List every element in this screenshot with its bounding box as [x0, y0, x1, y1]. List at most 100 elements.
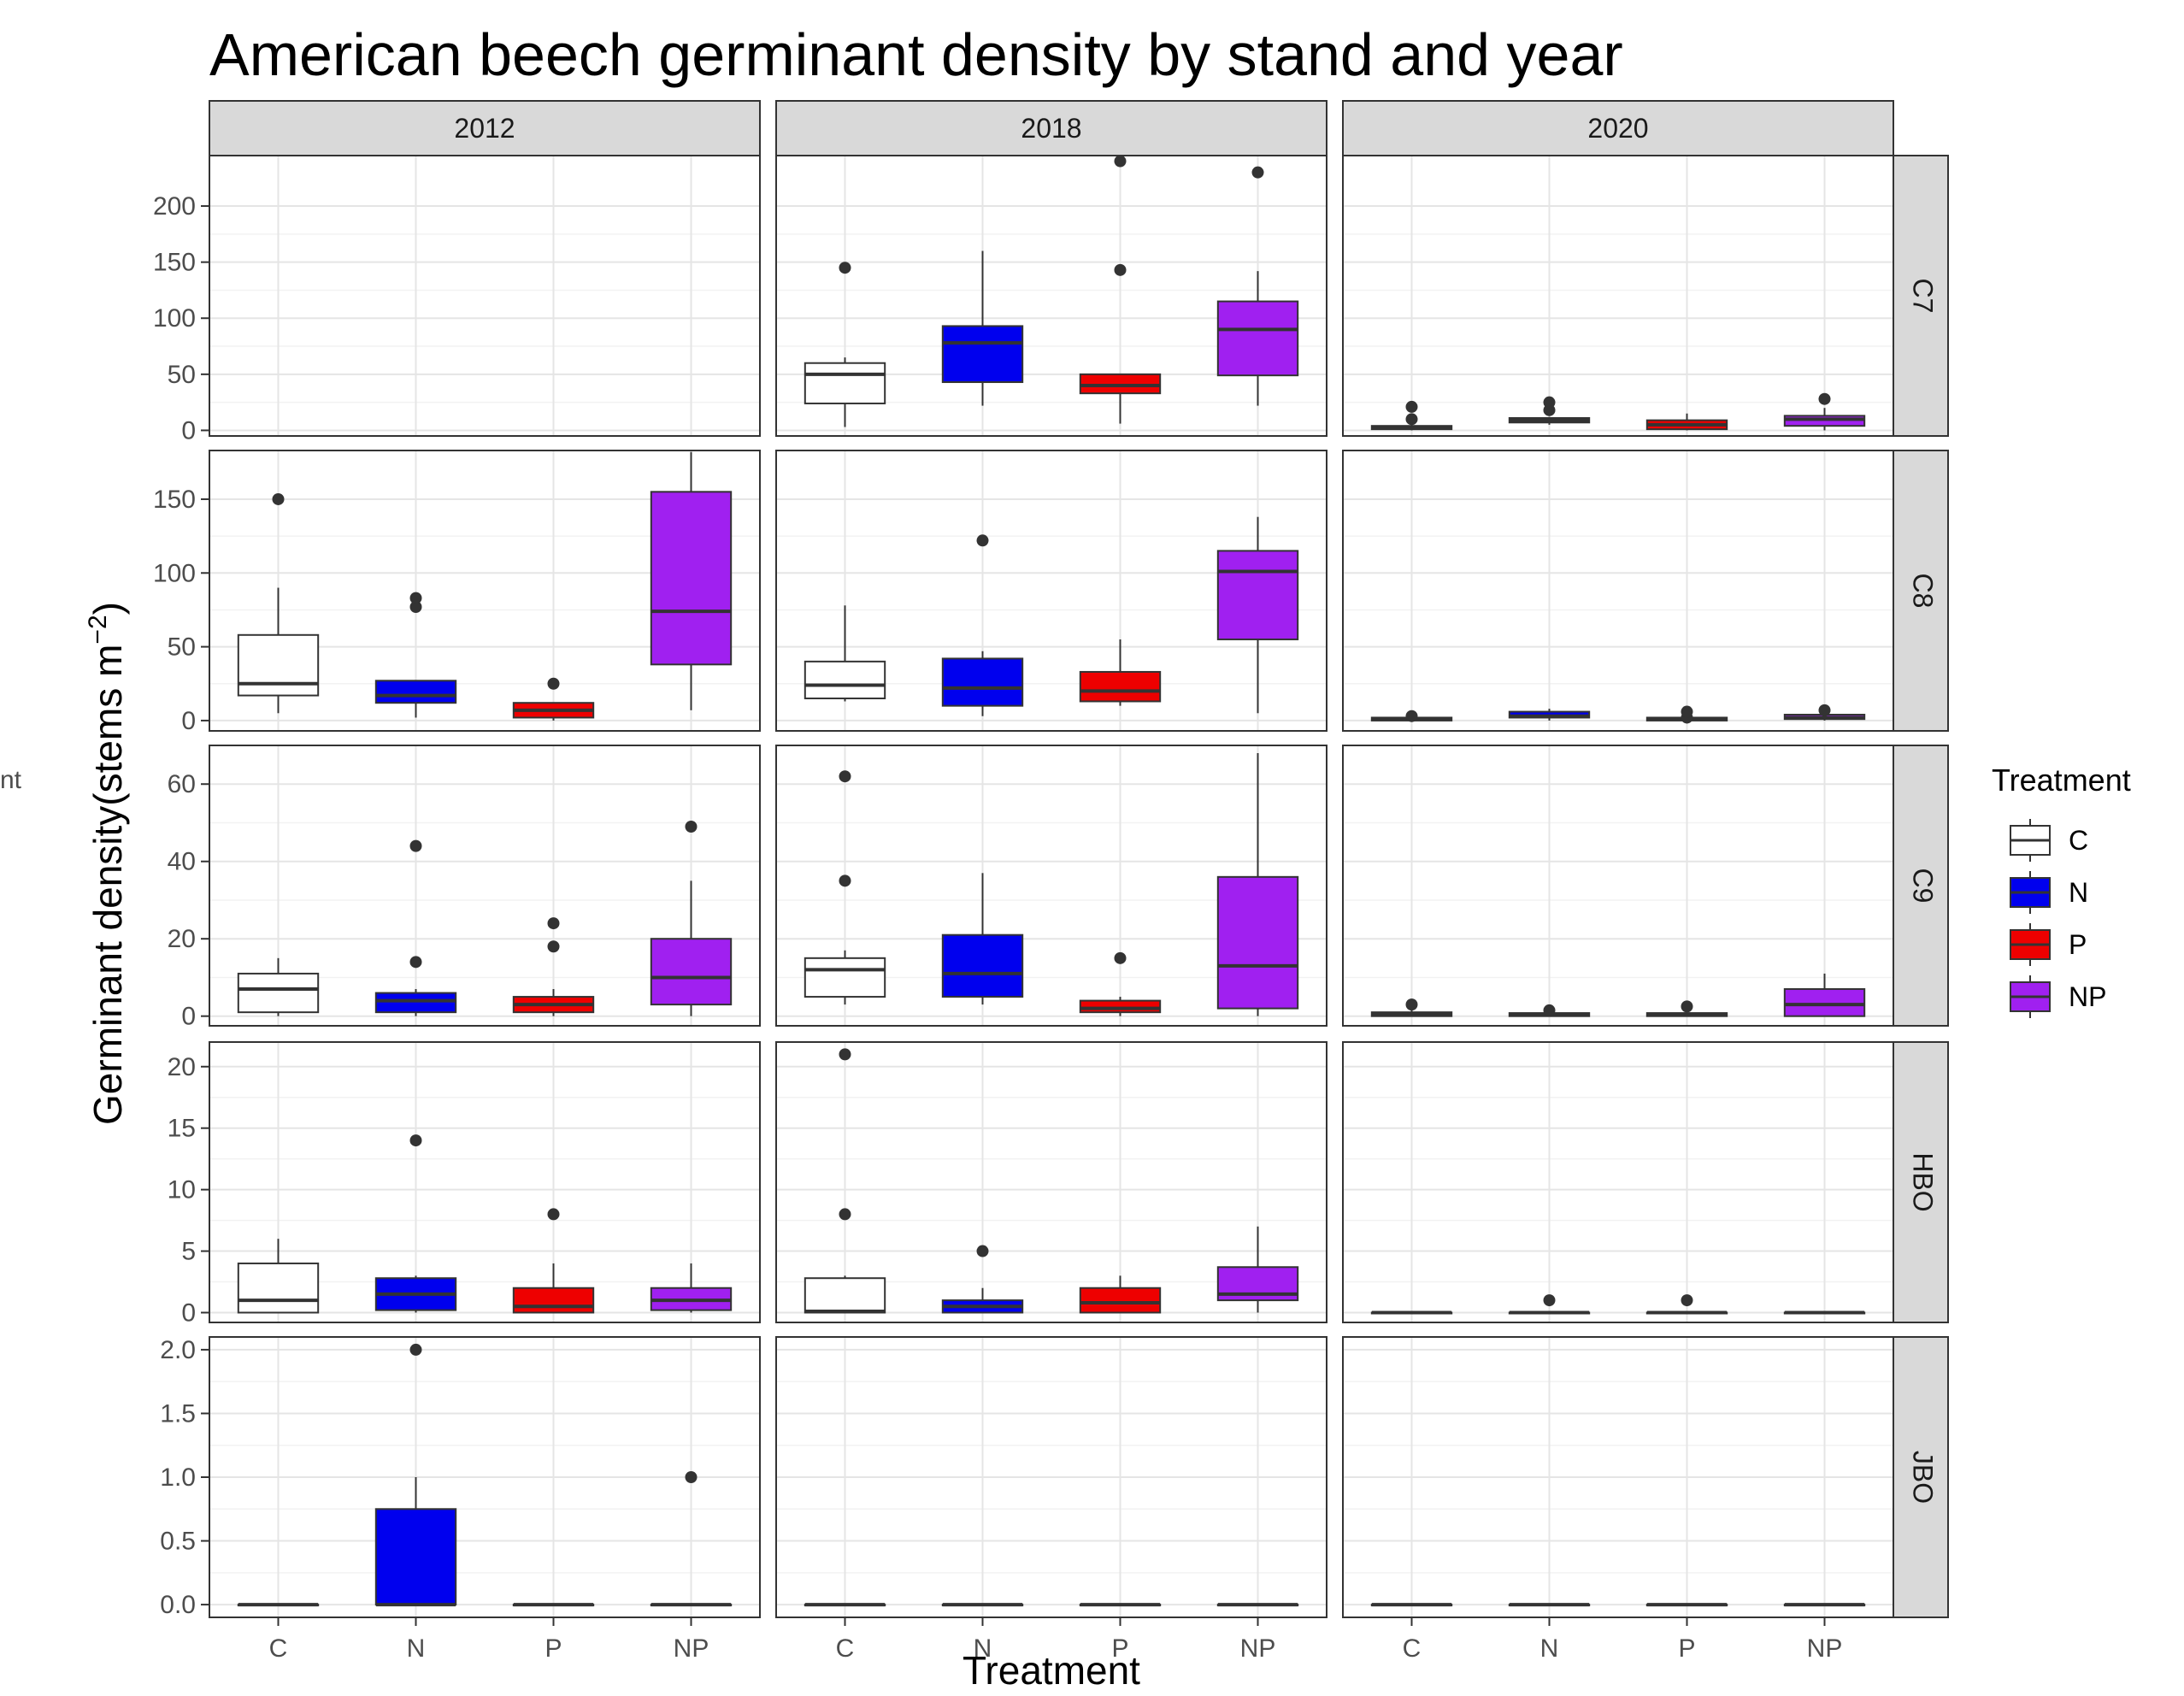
facet-strip-label-2018: 2018 — [1021, 113, 1081, 144]
box-C7-2018-P — [1079, 155, 1162, 424]
box-C8-2020-NP — [1783, 704, 1866, 721]
y-axis-title-main: Germinant density(stems m — [85, 645, 130, 1125]
box-C7-2020-NP — [1783, 392, 1866, 431]
y-tick-label-HBO: 20 — [168, 1053, 196, 1081]
panel-JBO-2020 — [1342, 1336, 1894, 1618]
x-tick-label-N: N — [407, 1634, 426, 1663]
y-tick-label-C9: 20 — [168, 925, 196, 953]
facet-strip-HBO — [1893, 1041, 1949, 1323]
box-C7-2020-C — [1370, 400, 1453, 431]
outlier-point — [1543, 1294, 1556, 1307]
box-body — [1079, 1287, 1162, 1314]
box-C9-2020-NP — [1783, 973, 1866, 1017]
box-HBO-2020-P — [1645, 1294, 1728, 1315]
facet-panels: 2012 2018 2020 C7 C8 C9 HBO JBO — [209, 100, 1949, 1618]
outlier-point — [839, 262, 851, 274]
outlier-point — [547, 677, 560, 690]
box-HBO-2018-N — [941, 1245, 1024, 1314]
box-C9-2018-P — [1079, 951, 1162, 1016]
chart-title: American beech germinant density by stan… — [209, 21, 1623, 88]
panel-border — [1342, 450, 1894, 732]
facet-strip-C7 — [1893, 155, 1949, 437]
y-tick-label-C7: 50 — [168, 361, 196, 389]
box-body — [650, 938, 733, 1006]
y-tick-label-C7: 150 — [153, 249, 196, 277]
box-body — [374, 992, 457, 1014]
panel-border — [1342, 745, 1894, 1027]
legend-title: Treatment — [1992, 763, 2131, 798]
outlier-point — [685, 821, 698, 833]
legend-label-C: C — [2069, 825, 2088, 856]
y-tick-label-JBO: 1.0 — [160, 1463, 196, 1492]
y-tick-label-C8: 0 — [181, 707, 196, 735]
outlier-point — [409, 600, 422, 613]
box-body — [941, 325, 1024, 384]
box-body — [1216, 875, 1299, 1010]
outlier-point — [1818, 392, 1831, 405]
y-tick-label-HBO: 5 — [181, 1238, 196, 1266]
outlier-point — [1681, 1294, 1693, 1307]
panel-border — [775, 1041, 1327, 1323]
panel-border — [209, 745, 761, 1027]
outlier-point — [685, 1471, 698, 1483]
panel-border — [1342, 1336, 1894, 1618]
panel-border — [775, 155, 1327, 437]
box-HBO-2018-P — [1079, 1275, 1162, 1314]
facet-strip-label-C9: C9 — [1908, 869, 1939, 904]
outlier-point — [1543, 1004, 1556, 1016]
facet-strip-label-2020: 2020 — [1587, 113, 1648, 144]
panel-C7-2020 — [1342, 155, 1894, 437]
box-C8-2012-P — [512, 677, 595, 721]
outlier-point — [1405, 710, 1418, 722]
outlier-point — [547, 917, 560, 930]
outlier-point — [1681, 1000, 1693, 1013]
panel-C8-2018 — [775, 450, 1327, 732]
y-tick-label-HBO: 0 — [181, 1298, 196, 1327]
outlier-point — [409, 1134, 422, 1147]
box-C8-2018-NP — [1216, 516, 1299, 714]
box-JBO-2012-N — [374, 1343, 457, 1607]
box-body — [374, 680, 457, 704]
legend-label-P: P — [2069, 929, 2087, 960]
box-body — [374, 1508, 457, 1606]
box-C8-2012-NP — [650, 451, 733, 710]
box-C7-2018-C — [804, 262, 886, 427]
y-tick-label-C7: 200 — [153, 192, 196, 221]
box-HBO-2012-C — [237, 1239, 320, 1314]
outlier-point — [1681, 705, 1693, 718]
outlier-point — [1543, 396, 1556, 409]
box-HBO-2020-C — [1370, 1310, 1453, 1315]
legend-item-NP: NP — [2010, 975, 2106, 1018]
box-body — [804, 660, 886, 700]
outlier-point — [1405, 413, 1418, 426]
box-body — [1079, 670, 1162, 703]
facet-strip-label-C8: C8 — [1908, 574, 1939, 609]
facet-strip-2020 — [1342, 100, 1894, 156]
facet-strip-label-JBO: JBO — [1908, 1451, 1939, 1504]
box-body — [941, 657, 1024, 707]
box-C8-2020-N — [1508, 709, 1591, 721]
outlier-point — [409, 956, 422, 969]
box-JBO-2012-NP — [650, 1471, 733, 1607]
y-tick-label-C9: 40 — [168, 848, 196, 876]
y-axis-title: Germinant density(stems m−2) — [84, 602, 130, 1125]
panel-border — [209, 450, 761, 732]
box-C7-2018-NP — [1216, 166, 1299, 406]
panel-background — [1343, 156, 1893, 436]
outlier-point — [409, 592, 422, 604]
outlier-point — [976, 1245, 989, 1257]
y-tick-label-C8: 100 — [153, 559, 196, 587]
y-tick-label-C9: 60 — [168, 770, 196, 798]
panel-border — [209, 155, 761, 437]
y-tick-label-C8: 50 — [168, 633, 196, 662]
box-C8-2012-C — [237, 492, 320, 714]
box-body — [1783, 988, 1866, 1017]
facet-strip-2018 — [775, 100, 1327, 156]
y-tick-label-JBO: 0.0 — [160, 1591, 196, 1619]
panel-C7-2018 — [775, 155, 1327, 437]
box-body — [650, 491, 733, 666]
outlier-point — [1251, 166, 1264, 179]
box-C9-2012-N — [374, 839, 457, 1016]
